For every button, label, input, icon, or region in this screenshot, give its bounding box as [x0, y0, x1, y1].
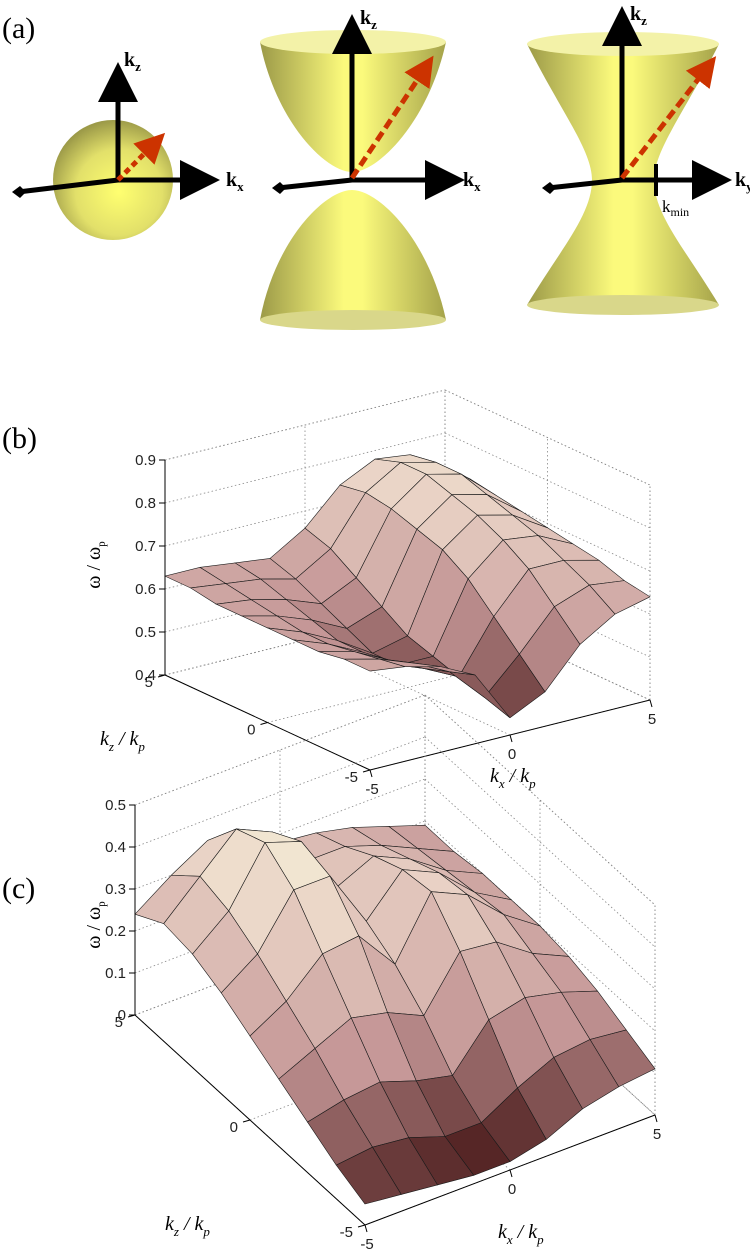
y-tick-label: 5 — [115, 1014, 123, 1031]
z-tick-label: 0.4 — [105, 839, 126, 856]
lower-sheet — [260, 190, 446, 320]
y-axis-label: kz / kp — [165, 1213, 210, 1239]
tick-mark — [650, 700, 652, 707]
panel-label: (c) — [2, 872, 35, 905]
label-part: p — [202, 1224, 210, 1239]
x-axis-label: kx / kp — [490, 765, 536, 791]
hyperboloid-two-sheet: kz kx — [260, 7, 481, 330]
label-part: / k — [179, 1213, 205, 1235]
z-tick-label: 0.5 — [135, 624, 156, 641]
tick-mark — [655, 1115, 657, 1122]
x-tick-label: 0 — [508, 746, 516, 763]
z-tick-label: 0.8 — [135, 495, 156, 512]
x-tick-label: -5 — [365, 781, 378, 798]
axis-label: kz — [124, 49, 141, 74]
y-axis-label: kz / kp — [100, 728, 145, 754]
y-axis — [165, 675, 370, 770]
y-tick-label: 5 — [145, 674, 153, 691]
ellipse — [260, 310, 446, 330]
z-tick-label: 0.5 — [105, 797, 126, 814]
ellipse — [527, 295, 719, 315]
figure: (a) kz kx kz kx kz ky kmi — [0, 0, 750, 1260]
label-part: p — [96, 901, 108, 907]
label-part: p — [137, 739, 145, 754]
y-tick-label: -5 — [340, 1224, 353, 1241]
tick-mark — [358, 1225, 365, 1227]
axis-label: ky — [735, 169, 750, 194]
axis-end — [542, 182, 556, 194]
tick-mark — [363, 770, 370, 772]
z-tick-label: 0.1 — [105, 965, 126, 982]
y-tick-label: -5 — [345, 769, 358, 786]
z-axis-label: ω / ωp — [83, 541, 108, 589]
axis-end — [272, 182, 286, 194]
label-part: / k — [505, 765, 531, 787]
tick-mark — [370, 770, 372, 777]
y-tick-label: 0 — [230, 1119, 238, 1136]
z-tick-label: 0.6 — [135, 581, 156, 598]
tick-mark — [510, 735, 512, 742]
label-part: p — [96, 541, 108, 547]
y-tick-label: 0 — [247, 722, 255, 739]
axis — [278, 180, 352, 188]
tick-mark — [365, 1225, 367, 1232]
z-tick-label: 0.7 — [135, 538, 156, 555]
z-axis-label: ω / ωp — [83, 901, 108, 949]
label-part: p — [528, 776, 536, 791]
axis-label: kx — [463, 169, 481, 194]
x-tick-label: -5 — [360, 1236, 373, 1253]
panel-label: (b) — [2, 422, 37, 455]
x-tick-label: 5 — [648, 711, 656, 728]
label-part: ω / ω — [83, 547, 105, 589]
axis-label: kx — [226, 169, 244, 194]
x-tick-label: 0 — [508, 1181, 516, 1198]
axis-label: kz — [360, 7, 377, 32]
label-part: / k — [513, 1221, 539, 1243]
z-tick-label: 0.3 — [105, 881, 126, 898]
z-tick-label: 0.9 — [135, 452, 156, 469]
label-part: p — [536, 1232, 544, 1247]
axis-end — [12, 186, 26, 198]
axis-label: kz — [630, 3, 647, 28]
kmin-label: kmin — [662, 197, 689, 219]
tick-mark — [243, 1120, 250, 1122]
tick-mark — [510, 1170, 512, 1177]
z-tick-label: 0.2 — [105, 923, 126, 940]
panel-label: (a) — [2, 12, 35, 45]
x-tick-label: 5 — [653, 1126, 661, 1143]
label-part: / k — [114, 728, 140, 750]
tick-mark — [261, 723, 268, 725]
sphere-diagram: kz kx — [12, 49, 244, 240]
hyperboloid-one-sheet: kz ky kmin — [527, 3, 750, 315]
x-axis-label: kx / kp — [498, 1221, 544, 1247]
label-part: ω / ω — [83, 907, 105, 949]
